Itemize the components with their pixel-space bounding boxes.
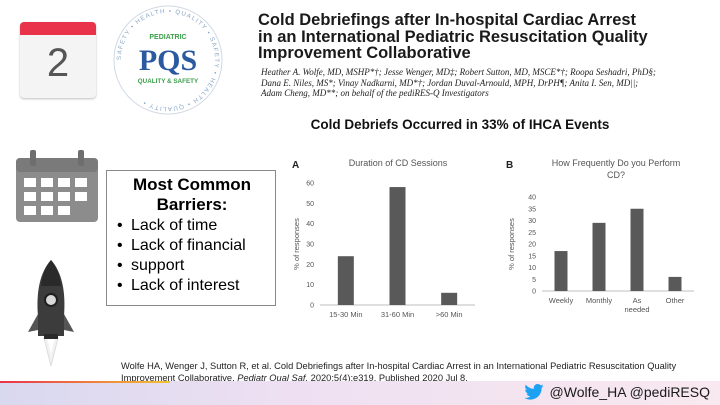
chart-b-svg: B How Frequently Do you Perform CD? % of re… (506, 158, 694, 314)
chart-y-tick-label: 30 (306, 242, 314, 249)
chart-bar (592, 222, 606, 291)
social-handles: @Wolfe_HA @pediRESQ (523, 383, 710, 401)
paper-title: Cold Debriefings after In-hospital Cardi… (258, 12, 713, 62)
logo-letters: PQS (139, 44, 197, 77)
paper-title-line: in an International Pediatric Resuscitat… (258, 27, 648, 46)
chart-y-tick-label: 30 (528, 218, 536, 225)
authors-line: Dana E. Niles, MS*; Vinay Nadkarni, MD*†… (261, 77, 639, 88)
citation: Wolfe HA, Wenger J, Sutton R, et al. Col… (121, 361, 701, 384)
chart-y-tick-label: 20 (306, 262, 314, 269)
slide-headline: Cold Debriefs Occurred in 33% of IHCA Ev… (310, 117, 610, 132)
chart-title: CD? (607, 170, 625, 180)
chart-x-tick-label: >60 Min (436, 310, 463, 319)
chart-duration: A Duration of CD Sessions % of responses 0 1… (290, 150, 480, 330)
chart-x-tick-label: Monthly (586, 296, 613, 305)
handles-text: @Wolfe_HA @pediRESQ (549, 384, 710, 400)
chart-y-tick-label: 10 (528, 265, 536, 272)
chart-x-tick-label: Weekly (549, 296, 574, 305)
pqs-logo: SAFETY • HEALTH • QUALITY • SAFETY • HEA… (113, 5, 223, 115)
barriers-heading-line: Most Common (132, 175, 252, 194)
chart-y-axis-label: % of responses (292, 218, 301, 270)
paper-authors: Heather A. Wolfe, MD, MSHP*†; Jesse Weng… (261, 67, 716, 99)
chart-bar (668, 276, 682, 291)
chart-y-tick-label: 5 (532, 277, 536, 284)
chart-y-axis-label: % of responses (507, 218, 516, 270)
citation-details: 2020;5(4):e319. Published 2020 Jul 8. (308, 372, 468, 383)
chart-title: Duration of CD Sessions (349, 158, 448, 168)
calendar-icon (16, 150, 98, 222)
calendar-page-icon: 2 (20, 22, 96, 98)
chart-y-tick-label: 20 (528, 242, 536, 249)
barrier-item: Lack of financial (115, 236, 269, 256)
logo-tagline: QUALITY & SAFETY (138, 78, 199, 85)
chart-y-tick-label: 60 (306, 181, 314, 188)
chart-bar (554, 251, 568, 291)
paper-title-line: Improvement Collaborative (258, 44, 471, 62)
citation-text: Wolfe HA, Wenger J, Sutton R, et al. Col… (121, 361, 677, 383)
chart-x-tick-label: Other (666, 296, 685, 305)
barriers-heading: Most Common Barriers: (115, 175, 269, 215)
chart-title: How Frequently Do you Perform (552, 158, 681, 168)
chart-frequency: B How Frequently Do you Perform CD? % of re… (504, 150, 704, 330)
chart-a-svg: A Duration of CD Sessions % of responses 0 1… (292, 158, 475, 319)
footer-band (0, 381, 720, 405)
barriers-box: Most Common Barriers: Lack of time Lack … (106, 170, 276, 306)
rocket-icon (28, 260, 74, 367)
chart-x-tick-label: As (633, 296, 642, 305)
chart-y-tick-label: 0 (310, 303, 314, 310)
chart-y-tick-label: 0 (532, 289, 536, 296)
barrier-item-continued: support (115, 256, 269, 276)
chart-y-tick-label: 50 (306, 201, 314, 208)
chart-bar (630, 208, 644, 291)
twitter-bird-icon (523, 384, 544, 400)
chart-panel-letter: A (292, 160, 299, 171)
chart-x-tick-label: needed (624, 305, 649, 314)
chart-y-tick-label: 25 (528, 230, 536, 237)
paper-title-line: Cold Debriefings after In-hospital Cardi… (258, 11, 637, 29)
chart-x-tick-label: 31-60 Min (381, 310, 414, 319)
chart-panel-letter: B (506, 160, 513, 171)
calendar-page-number: 2 (46, 41, 70, 85)
chart-bar (337, 256, 354, 305)
barrier-item: Lack of time (115, 216, 269, 236)
chart-y-tick-label: 10 (306, 282, 314, 289)
citation-journal: Pediatr Qual Saf. (237, 372, 309, 383)
chart-bar (389, 187, 406, 305)
authors-line: Adam Cheng, MD**; on behalf of the pediR… (261, 88, 489, 98)
chart-y-tick-label: 40 (306, 221, 314, 228)
barriers-list: Lack of time Lack of financial support L… (115, 216, 269, 296)
chart-x-tick-label: 15-30 Min (329, 310, 362, 319)
chart-y-tick-label: 35 (528, 206, 536, 213)
logo-top-word: PEDIATRIC (149, 34, 186, 41)
chart-y-tick-label: 15 (528, 253, 536, 260)
barrier-item: Lack of interest (115, 276, 269, 296)
barriers-heading-line: Barriers: (156, 195, 228, 214)
chart-y-tick-label: 40 (528, 195, 536, 202)
chart-bar (441, 292, 458, 305)
calendar-header-strip (20, 22, 96, 35)
authors-line: Heather A. Wolfe, MD, MSHP*†; Jesse Weng… (261, 67, 656, 77)
